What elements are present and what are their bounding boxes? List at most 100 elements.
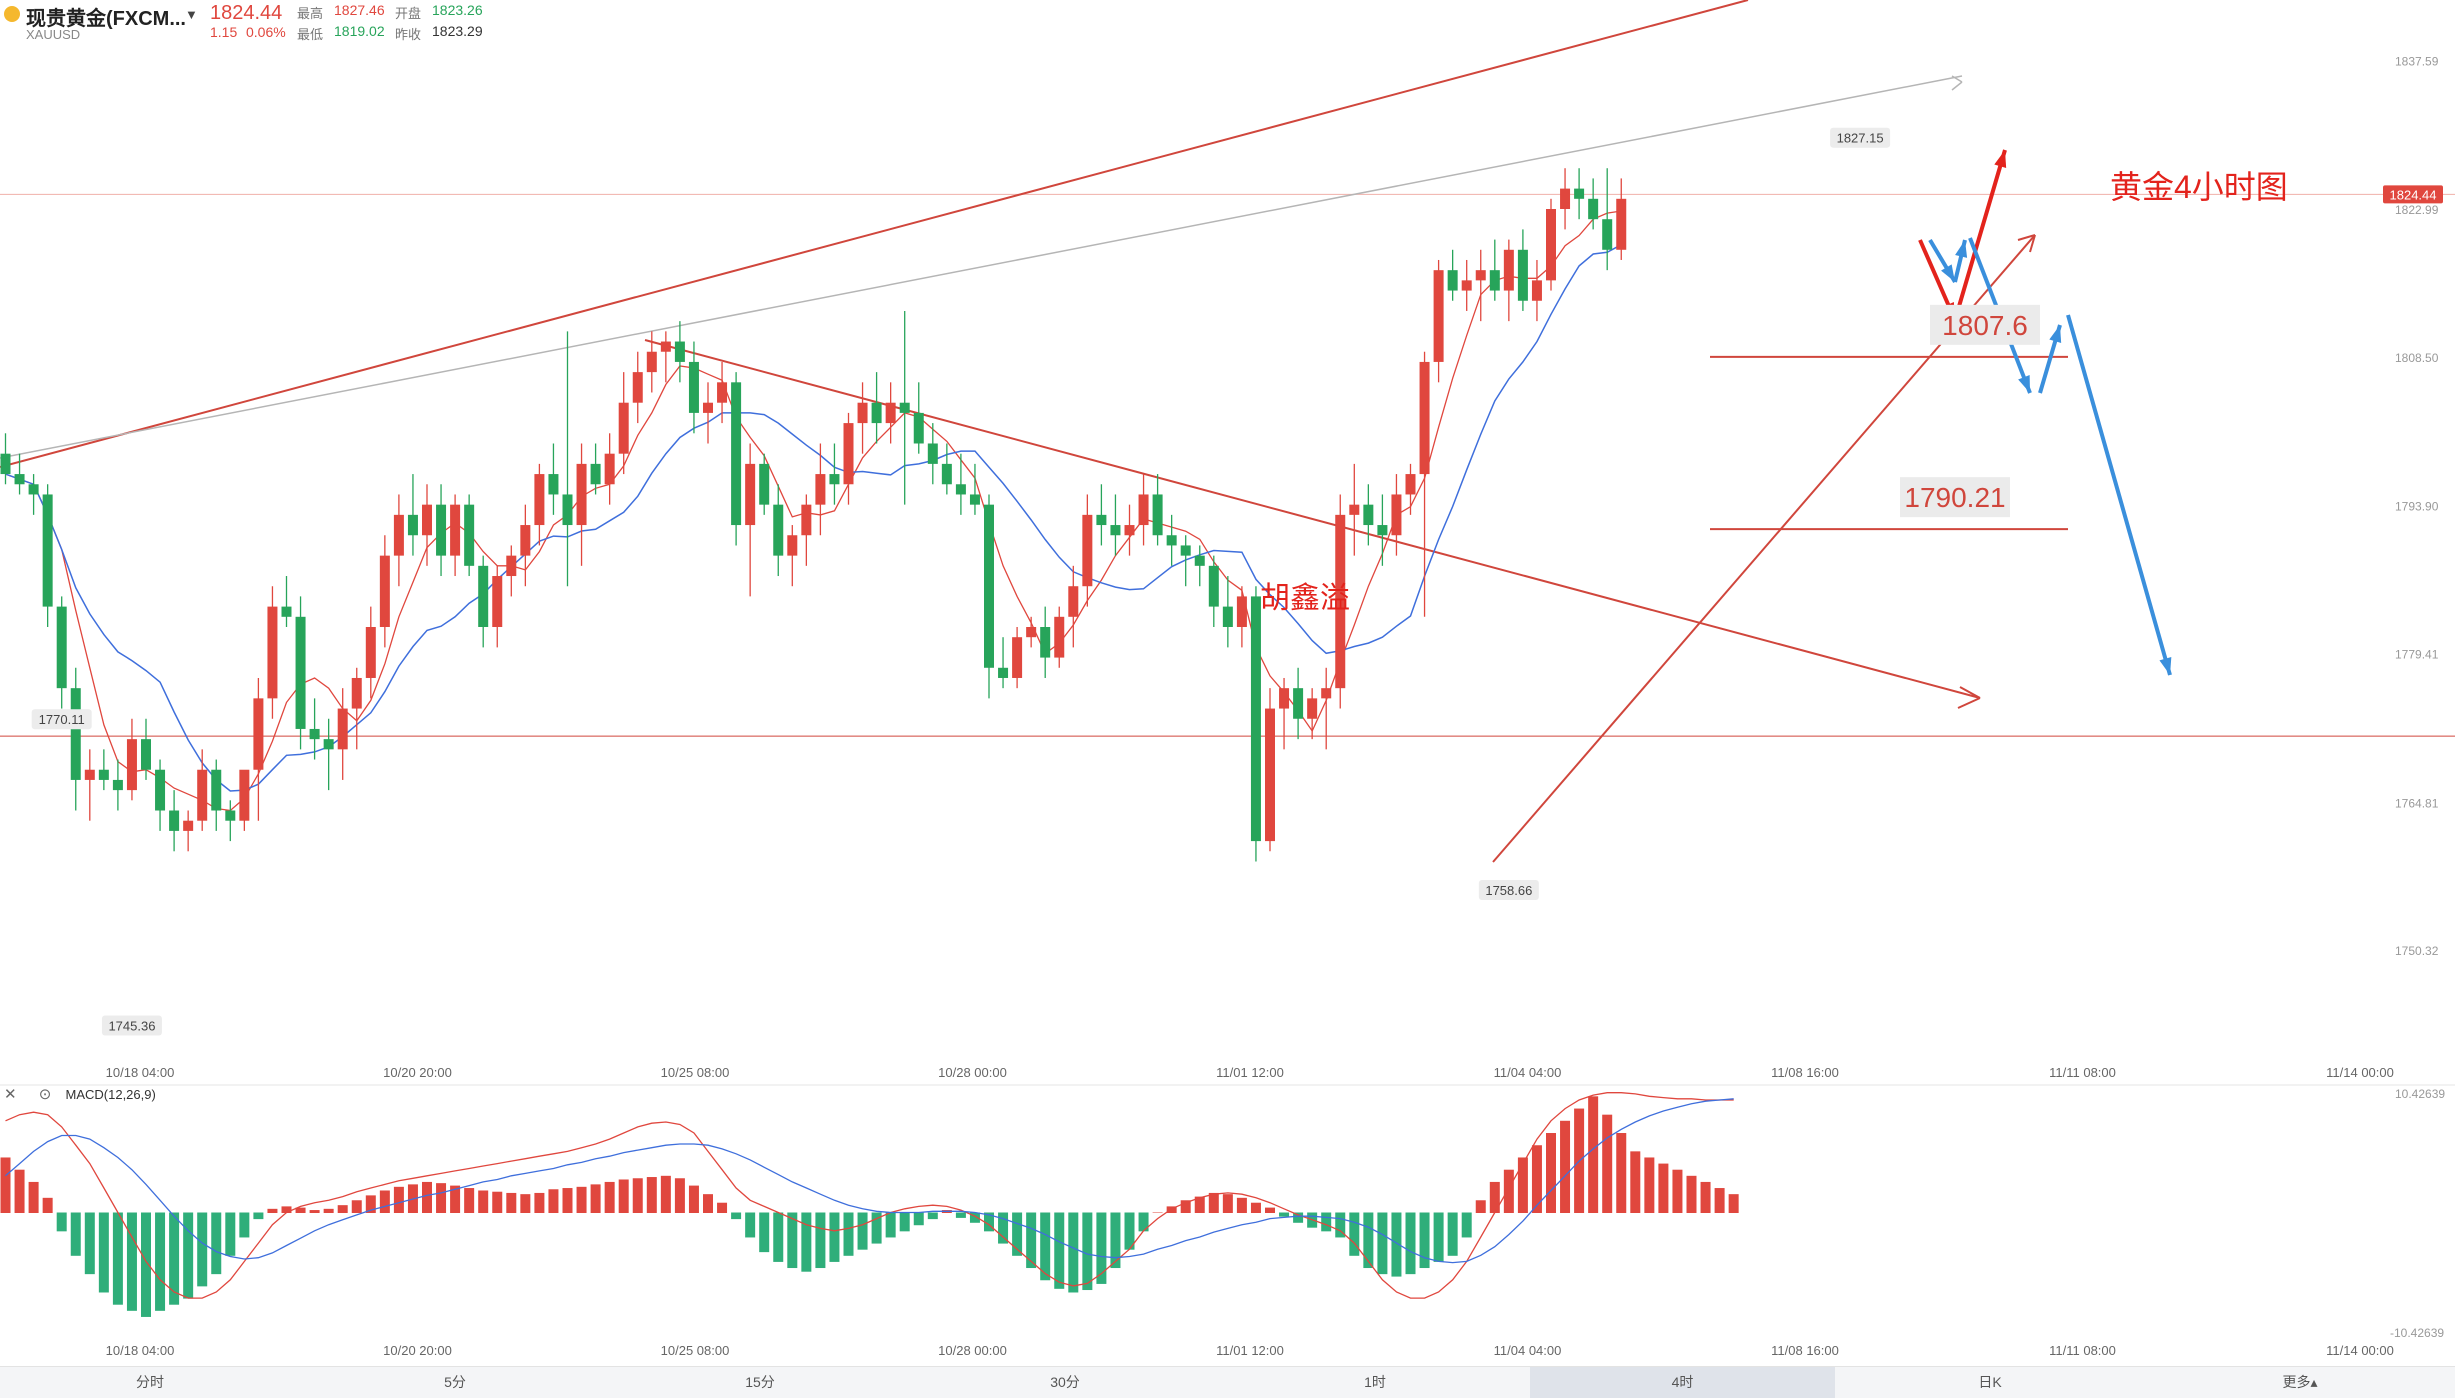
macd-dif-line	[5, 1092, 1734, 1299]
candle-body	[787, 535, 798, 556]
macd-histogram-bar	[1096, 1212, 1107, 1284]
tab-30min[interactable]: 30分	[1050, 1374, 1080, 1390]
prev-close-value: 1823.29	[432, 23, 483, 39]
macd-histogram-bar	[1728, 1194, 1739, 1213]
tab-1h[interactable]: 1时	[1364, 1374, 1386, 1390]
ma-slow-line	[5, 244, 1622, 792]
candle-body	[604, 453, 615, 485]
macd-histogram-bar	[14, 1169, 25, 1213]
candle-body	[1180, 545, 1191, 556]
macd-histogram-bar	[843, 1212, 854, 1256]
instrument-symbol: XAUUSD	[26, 27, 81, 42]
candle-body	[379, 555, 390, 627]
high-label: 最高	[297, 6, 324, 21]
candle-body	[295, 616, 306, 729]
candle-body	[1194, 555, 1205, 566]
macd-histogram-bar	[450, 1185, 461, 1213]
macd-histogram-bar	[1152, 1212, 1163, 1213]
macd-histogram-bar	[1475, 1200, 1486, 1213]
candle-body	[731, 382, 742, 526]
candle-body	[1208, 565, 1219, 607]
gold-coin-icon	[4, 6, 20, 22]
x-axis-tick-label: 10/18 04:00	[106, 1065, 175, 1080]
macd-histogram-bar	[534, 1192, 545, 1213]
close-icon[interactable]: ✕	[4, 1086, 17, 1103]
macd-histogram-bar	[955, 1212, 966, 1218]
candle-body	[590, 463, 601, 485]
candle-body	[1363, 504, 1374, 526]
candle-body	[927, 443, 938, 464]
candle-body	[393, 514, 404, 556]
candle-body	[253, 698, 264, 770]
candle-body	[885, 402, 896, 424]
x-axis-tick-label: 11/14 00:00	[2326, 1065, 2394, 1080]
macd-histogram-bar	[112, 1212, 123, 1305]
tab-5min[interactable]: 5分	[444, 1374, 466, 1390]
candle-body	[1560, 188, 1571, 209]
candle-body	[688, 361, 699, 413]
down-arrow-head	[1959, 686, 1981, 699]
level-label: 1790.21	[1904, 482, 2005, 513]
macd-histogram-bar	[1363, 1212, 1374, 1269]
macd-histogram-bar	[1686, 1175, 1697, 1213]
macd-histogram-bar	[632, 1178, 643, 1213]
candle-body	[14, 474, 25, 485]
candle-body	[1475, 270, 1486, 281]
macd-histogram-bar	[1180, 1200, 1191, 1213]
candle-body	[1447, 270, 1458, 291]
candle-body	[1250, 596, 1261, 842]
candle-body	[492, 576, 503, 627]
macd-histogram-bar	[618, 1179, 629, 1213]
candle-body	[267, 606, 278, 699]
candle-body	[1026, 627, 1037, 638]
candle-body	[1236, 596, 1247, 627]
candle-body	[618, 402, 629, 454]
candle-body	[646, 351, 657, 373]
candle-body	[843, 423, 854, 485]
tab-分时[interactable]: 分时	[136, 1374, 164, 1390]
macd-x-axis-tick-label: 11/11 08:00	[2049, 1343, 2116, 1358]
x-axis-tick-label: 11/11 08:00	[2049, 1065, 2116, 1080]
macd-histogram-bar	[1265, 1207, 1275, 1213]
candle-body	[1574, 188, 1585, 199]
down-trend-line	[644, 339, 1981, 699]
x-axis-tick-label: 11/08 16:00	[1771, 1065, 1839, 1080]
channel-arrow-head	[1951, 75, 1963, 83]
instrument-name[interactable]: 现贵黄金(FXCM...	[26, 8, 186, 30]
tab-4h[interactable]: 4时	[1530, 1367, 1835, 1398]
candle-body	[464, 504, 475, 566]
macd-histogram-bar	[1433, 1212, 1444, 1262]
macd-histogram-bar	[169, 1212, 180, 1305]
macd-histogram-bar	[829, 1212, 840, 1262]
macd-histogram-bar	[857, 1212, 868, 1250]
chevron-down-icon[interactable]: ▼	[185, 7, 198, 22]
candle-body	[141, 739, 151, 770]
channel-arrow-head	[1951, 81, 1963, 91]
macd-histogram-bar	[787, 1212, 798, 1269]
tab-more[interactable]: 更多▴	[2282, 1374, 2318, 1390]
y-axis-tick-label: 1808.50	[2395, 351, 2439, 365]
macd-histogram-bar	[590, 1184, 601, 1213]
candle-body	[548, 474, 559, 495]
blue-arrow-down-3-head	[2159, 657, 2172, 675]
y-axis-tick-label: 1837.59	[2395, 54, 2439, 68]
candle-body	[365, 627, 376, 678]
tab-daily[interactable]: 日K	[1978, 1374, 2002, 1390]
blue-arrow-up-1-head	[1955, 240, 1968, 258]
macd-histogram-bar	[197, 1212, 208, 1287]
candle-body	[1110, 525, 1121, 536]
settings-icon[interactable]: ⊙	[38, 1086, 52, 1103]
candle-body	[98, 769, 109, 780]
candle-body	[955, 484, 966, 495]
level-label: 1807.6	[1942, 310, 2028, 341]
candle-body	[1082, 514, 1093, 587]
candle-body	[1391, 494, 1402, 536]
candle-body	[660, 341, 671, 352]
candle-body	[871, 402, 882, 424]
y-axis-tick-label: 1822.99	[2395, 203, 2439, 217]
candle-body	[1265, 708, 1275, 842]
tab-15min[interactable]: 15分	[745, 1374, 775, 1390]
candle-body	[773, 504, 784, 556]
macd-histogram-bar	[1293, 1212, 1304, 1223]
